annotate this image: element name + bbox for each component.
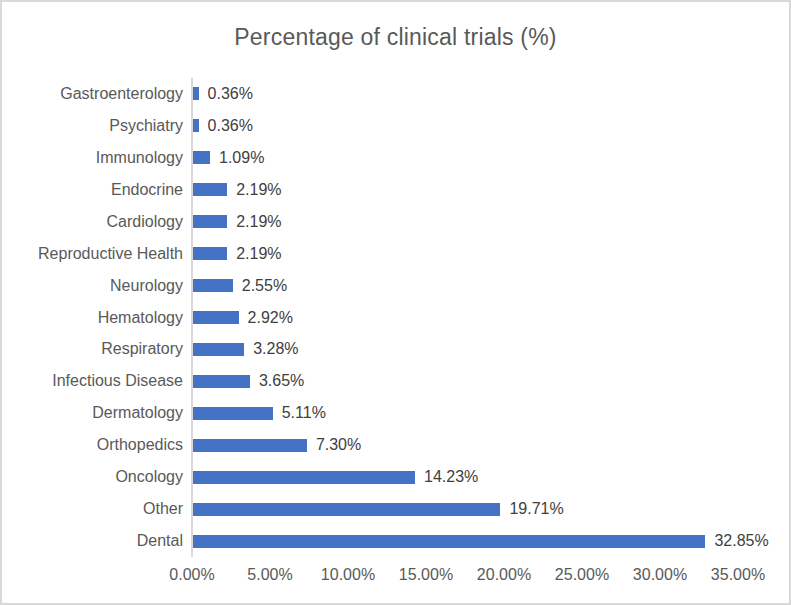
data-label: 2.19% [236,206,281,238]
bar [193,87,199,100]
data-label: 2.55% [242,270,287,302]
category-label: Immunology [2,142,183,174]
category-label: Infectious Disease [2,365,183,397]
data-label: 32.85% [714,525,768,557]
bar [193,503,500,516]
category-label: Other [2,493,183,525]
category-label: Hematology [2,302,183,334]
x-axis-tick-label: 5.00% [231,566,309,584]
category-label: Gastroenterology [2,78,183,110]
data-label: 19.71% [509,493,563,525]
category-label: Psychiatry [2,110,183,142]
chart-canvas: Percentage of clinical trials (%) Gastro… [0,0,791,605]
data-label: 2.19% [236,174,281,206]
x-axis-tick-label: 15.00% [387,566,465,584]
bar [193,279,233,292]
category-label: Dental [2,525,183,557]
category-label: Oncology [2,461,183,493]
bar [193,247,227,260]
bar [193,151,210,164]
bar [193,311,239,324]
data-label: 2.19% [236,238,281,270]
data-label: 3.65% [259,365,304,397]
bar [193,119,199,132]
x-axis-tick-label: 20.00% [465,566,543,584]
bar [193,343,244,356]
data-label: 7.30% [316,429,361,461]
x-axis-tick-label: 0.00% [153,566,231,584]
category-label: Dermatology [2,397,183,429]
data-label: 2.92% [248,302,293,334]
data-label: 5.11% [282,397,326,429]
data-label: 1.09% [219,142,264,174]
category-label: Respiratory [2,333,183,365]
category-label: Cardiology [2,206,183,238]
category-label: Endocrine [2,174,183,206]
category-label: Neurology [2,270,183,302]
bar [193,215,227,228]
data-label: 3.28% [253,333,298,365]
bar [193,407,273,420]
data-label: 0.36% [208,78,253,110]
x-axis-tick-label: 10.00% [309,566,387,584]
bar [193,375,250,388]
bar [193,471,415,484]
data-label: 0.36% [208,110,253,142]
category-label: Orthopedics [2,429,183,461]
data-label: 14.23% [424,461,478,493]
plot-area: Gastroenterology 0.36% Psychiatry 0.36% Immu… [2,2,789,603]
x-axis-tick-label: 35.00% [699,566,777,584]
x-axis-tick-label: 25.00% [543,566,621,584]
x-axis-tick-label: 30.00% [621,566,699,584]
category-label: Reproductive Health [2,238,183,270]
bar [193,439,307,452]
bar [193,183,227,196]
bar [193,535,705,548]
